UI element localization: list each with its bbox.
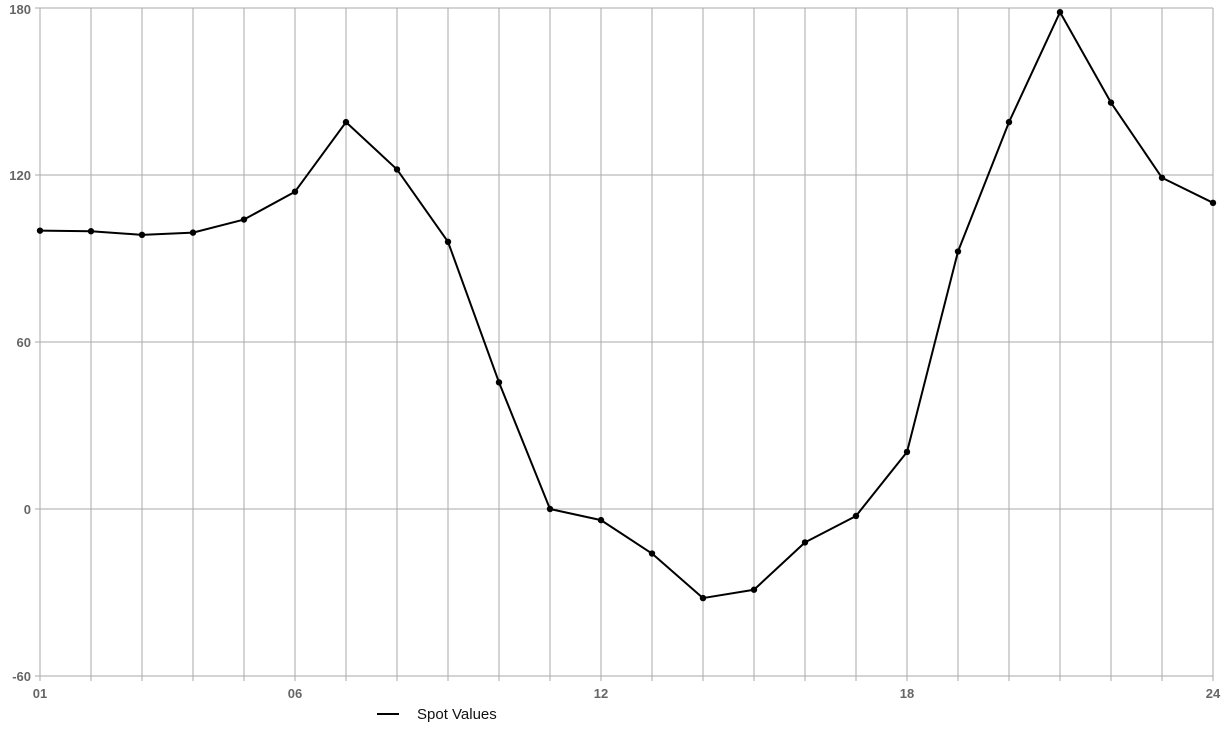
- data-point: [291, 188, 299, 195]
- y-tick-label: 120: [9, 168, 31, 183]
- axis-tick-labels: -60 0 60 120 180 01 06 12 18 24: [9, 2, 1221, 701]
- data-point: [546, 505, 554, 513]
- legend: Spot Values: [377, 706, 497, 723]
- data-point: [138, 231, 146, 239]
- data-point: [87, 228, 95, 235]
- data-point: [1209, 199, 1217, 207]
- data-point: [495, 379, 503, 386]
- series-layer: [36, 8, 1217, 602]
- data-point: [597, 516, 605, 524]
- data-point: [240, 216, 248, 223]
- series-line: [39, 11, 1214, 600]
- y-tick-label: 0: [24, 502, 31, 517]
- data-point: [699, 594, 707, 602]
- data-point: [648, 550, 656, 557]
- grid: [35, 7, 1214, 681]
- data-point: [1158, 174, 1166, 181]
- data-point: [1056, 8, 1064, 16]
- data-point: [393, 166, 401, 173]
- data-point: [189, 229, 197, 236]
- data-point: [954, 248, 962, 255]
- x-tick-label: 01: [33, 686, 47, 701]
- data-point: [903, 448, 911, 456]
- data-point: [801, 539, 809, 546]
- x-tick-label: 06: [288, 686, 302, 701]
- data-point: [36, 227, 44, 234]
- x-tick-label: 12: [594, 686, 608, 701]
- y-tick-label: 60: [17, 335, 31, 350]
- data-point: [750, 586, 758, 593]
- data-point: [1005, 118, 1013, 126]
- y-tick-label: -60: [12, 669, 31, 684]
- data-point: [444, 238, 452, 245]
- x-tick-label: 18: [900, 686, 914, 701]
- data-point: [1107, 99, 1115, 106]
- y-tick-label: 180: [9, 2, 31, 17]
- legend-label: Spot Values: [417, 706, 497, 723]
- x-tick-label: 24: [1206, 686, 1221, 701]
- data-point: [342, 118, 350, 126]
- data-point: [852, 512, 860, 520]
